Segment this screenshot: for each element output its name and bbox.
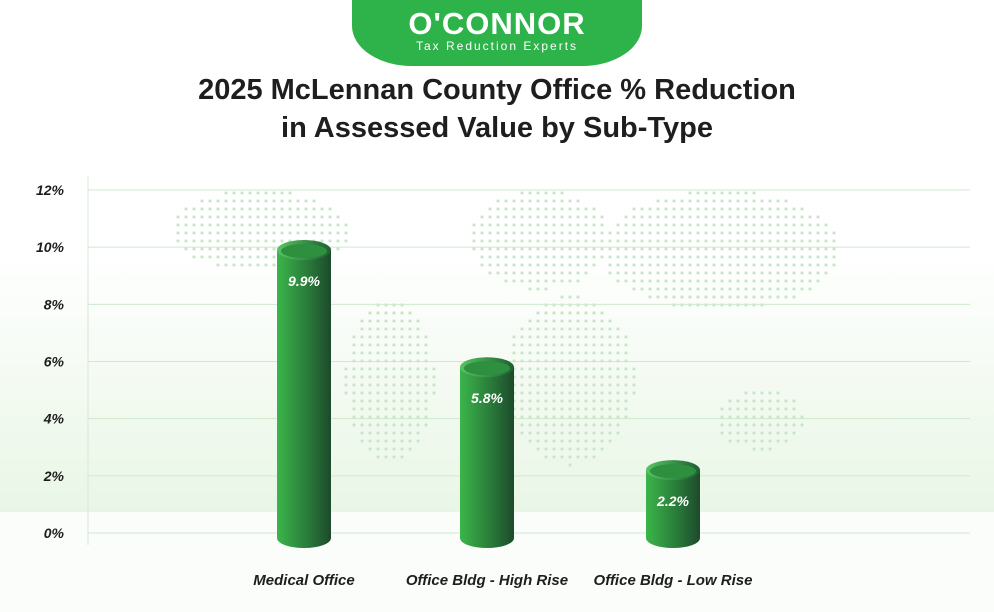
bar: 2.2% [646,460,700,548]
chart-title-line-2: in Assessed Value by Sub-Type [281,112,713,144]
bar-top-inner [464,361,510,376]
logo-name: O'CONNOR [408,6,586,41]
bar-value-label: 9.9% [288,273,320,289]
bar-body [460,367,514,548]
x-category-label: Office Bldg - Low Rise [594,572,753,589]
bar: 5.8% [460,357,514,548]
grid [88,189,970,534]
bar-top-inner [650,464,696,479]
y-tick-label: 4% [43,411,65,427]
bar-body [646,470,700,548]
y-tick-label: 8% [44,296,65,312]
y-tick-label: 6% [44,354,65,370]
bar-body [277,250,331,548]
x-category-label: Office Bldg - High Rise [406,572,568,589]
y-tick-label: 2% [43,468,65,484]
bar-value-label: 2.2% [656,493,689,509]
bar-top-inner [281,244,327,259]
y-tick-label: 0% [44,525,65,541]
bar-value-label: 5.8% [471,390,503,406]
bar: 9.9% [277,240,331,548]
brand-logo: O'CONNOR Tax Reduction Experts [352,0,642,66]
y-tick-label: 12% [36,182,65,198]
x-category-label: Medical Office [253,572,354,589]
y-tick-label: 10% [36,239,65,255]
chart-title-line-1: 2025 McLennan County Office % Reduction [198,74,796,106]
logo-tagline: Tax Reduction Experts [415,39,579,53]
